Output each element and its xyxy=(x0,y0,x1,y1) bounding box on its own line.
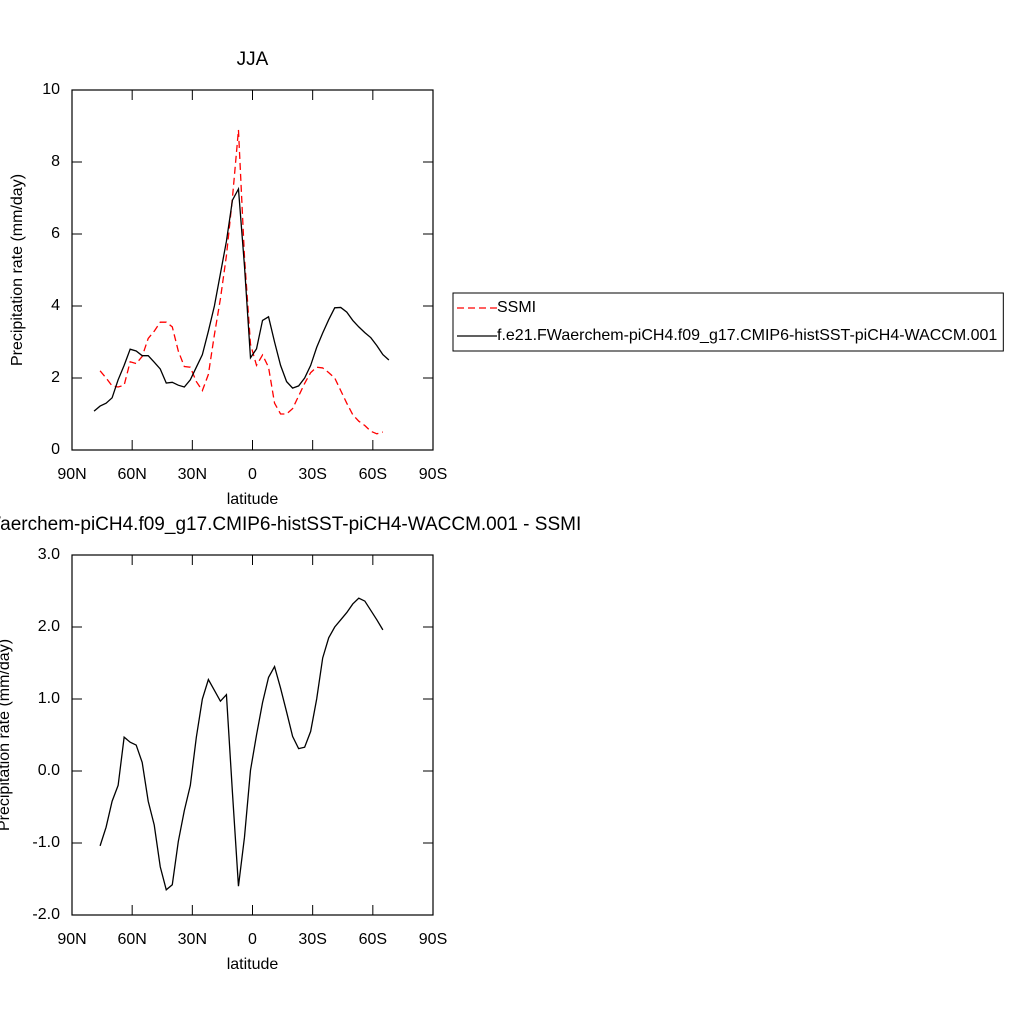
y-tick-label: 2 xyxy=(51,369,60,386)
data-line xyxy=(99,129,384,435)
x-tick-label: 60N xyxy=(117,466,146,483)
x-tick-label: 30S xyxy=(298,931,326,948)
y-tick-label: 3.0 xyxy=(38,546,60,563)
y-tick-label: 0 xyxy=(51,441,60,458)
x-axis-label: latitude xyxy=(227,491,279,508)
x-tick-label: 30N xyxy=(178,931,207,948)
y-tick-label: 2.0 xyxy=(38,618,60,635)
legend-label: f.e21.FWaerchem-piCH4.f09_g17.CMIP6-hist… xyxy=(497,327,997,344)
y-tick-label: 4 xyxy=(51,297,60,314)
y-axis-label: Precipitation rate (mm/day) xyxy=(0,639,13,831)
chart-title: f.e21.FWaerchem-piCH4.f09_g17.CMIP6-hist… xyxy=(0,514,581,535)
x-tick-label: 0 xyxy=(248,931,257,948)
x-tick-label: 30N xyxy=(178,466,207,483)
y-tick-label: 10 xyxy=(42,81,60,98)
legend-box xyxy=(452,292,1004,352)
x-tick-label: 90N xyxy=(57,931,86,948)
x-axis-label: latitude xyxy=(227,956,279,973)
x-tick-label: 0 xyxy=(248,466,257,483)
x-tick-label: 90S xyxy=(419,931,447,948)
legend: SSMI f.e21.FWaerchem-piCH4.f09_g17.CMIP6-… xyxy=(452,292,1004,352)
x-tick-label: 60S xyxy=(359,466,387,483)
x-tick-label: 30S xyxy=(298,466,326,483)
plot-frame xyxy=(71,89,434,451)
data-line xyxy=(99,597,384,891)
x-tick-label: 60N xyxy=(117,931,146,948)
y-tick-label: -1.0 xyxy=(32,834,60,851)
y-tick-label: 8 xyxy=(51,153,60,170)
x-tick-label: 60S xyxy=(359,931,387,948)
x-tick-label: 90S xyxy=(419,466,447,483)
data-line xyxy=(93,186,390,412)
plot-frame xyxy=(71,554,434,916)
y-tick-label: 6 xyxy=(51,225,60,242)
legend-label: SSMI xyxy=(497,299,536,316)
y-tick-label: -2.0 xyxy=(32,906,60,923)
y-axis-label: Precipitation rate (mm/day) xyxy=(9,174,26,366)
y-tick-label: 0.0 xyxy=(38,762,60,779)
chart-title: JJA xyxy=(237,49,269,70)
x-tick-label: 90N xyxy=(57,466,86,483)
y-tick-label: 1.0 xyxy=(38,690,60,707)
